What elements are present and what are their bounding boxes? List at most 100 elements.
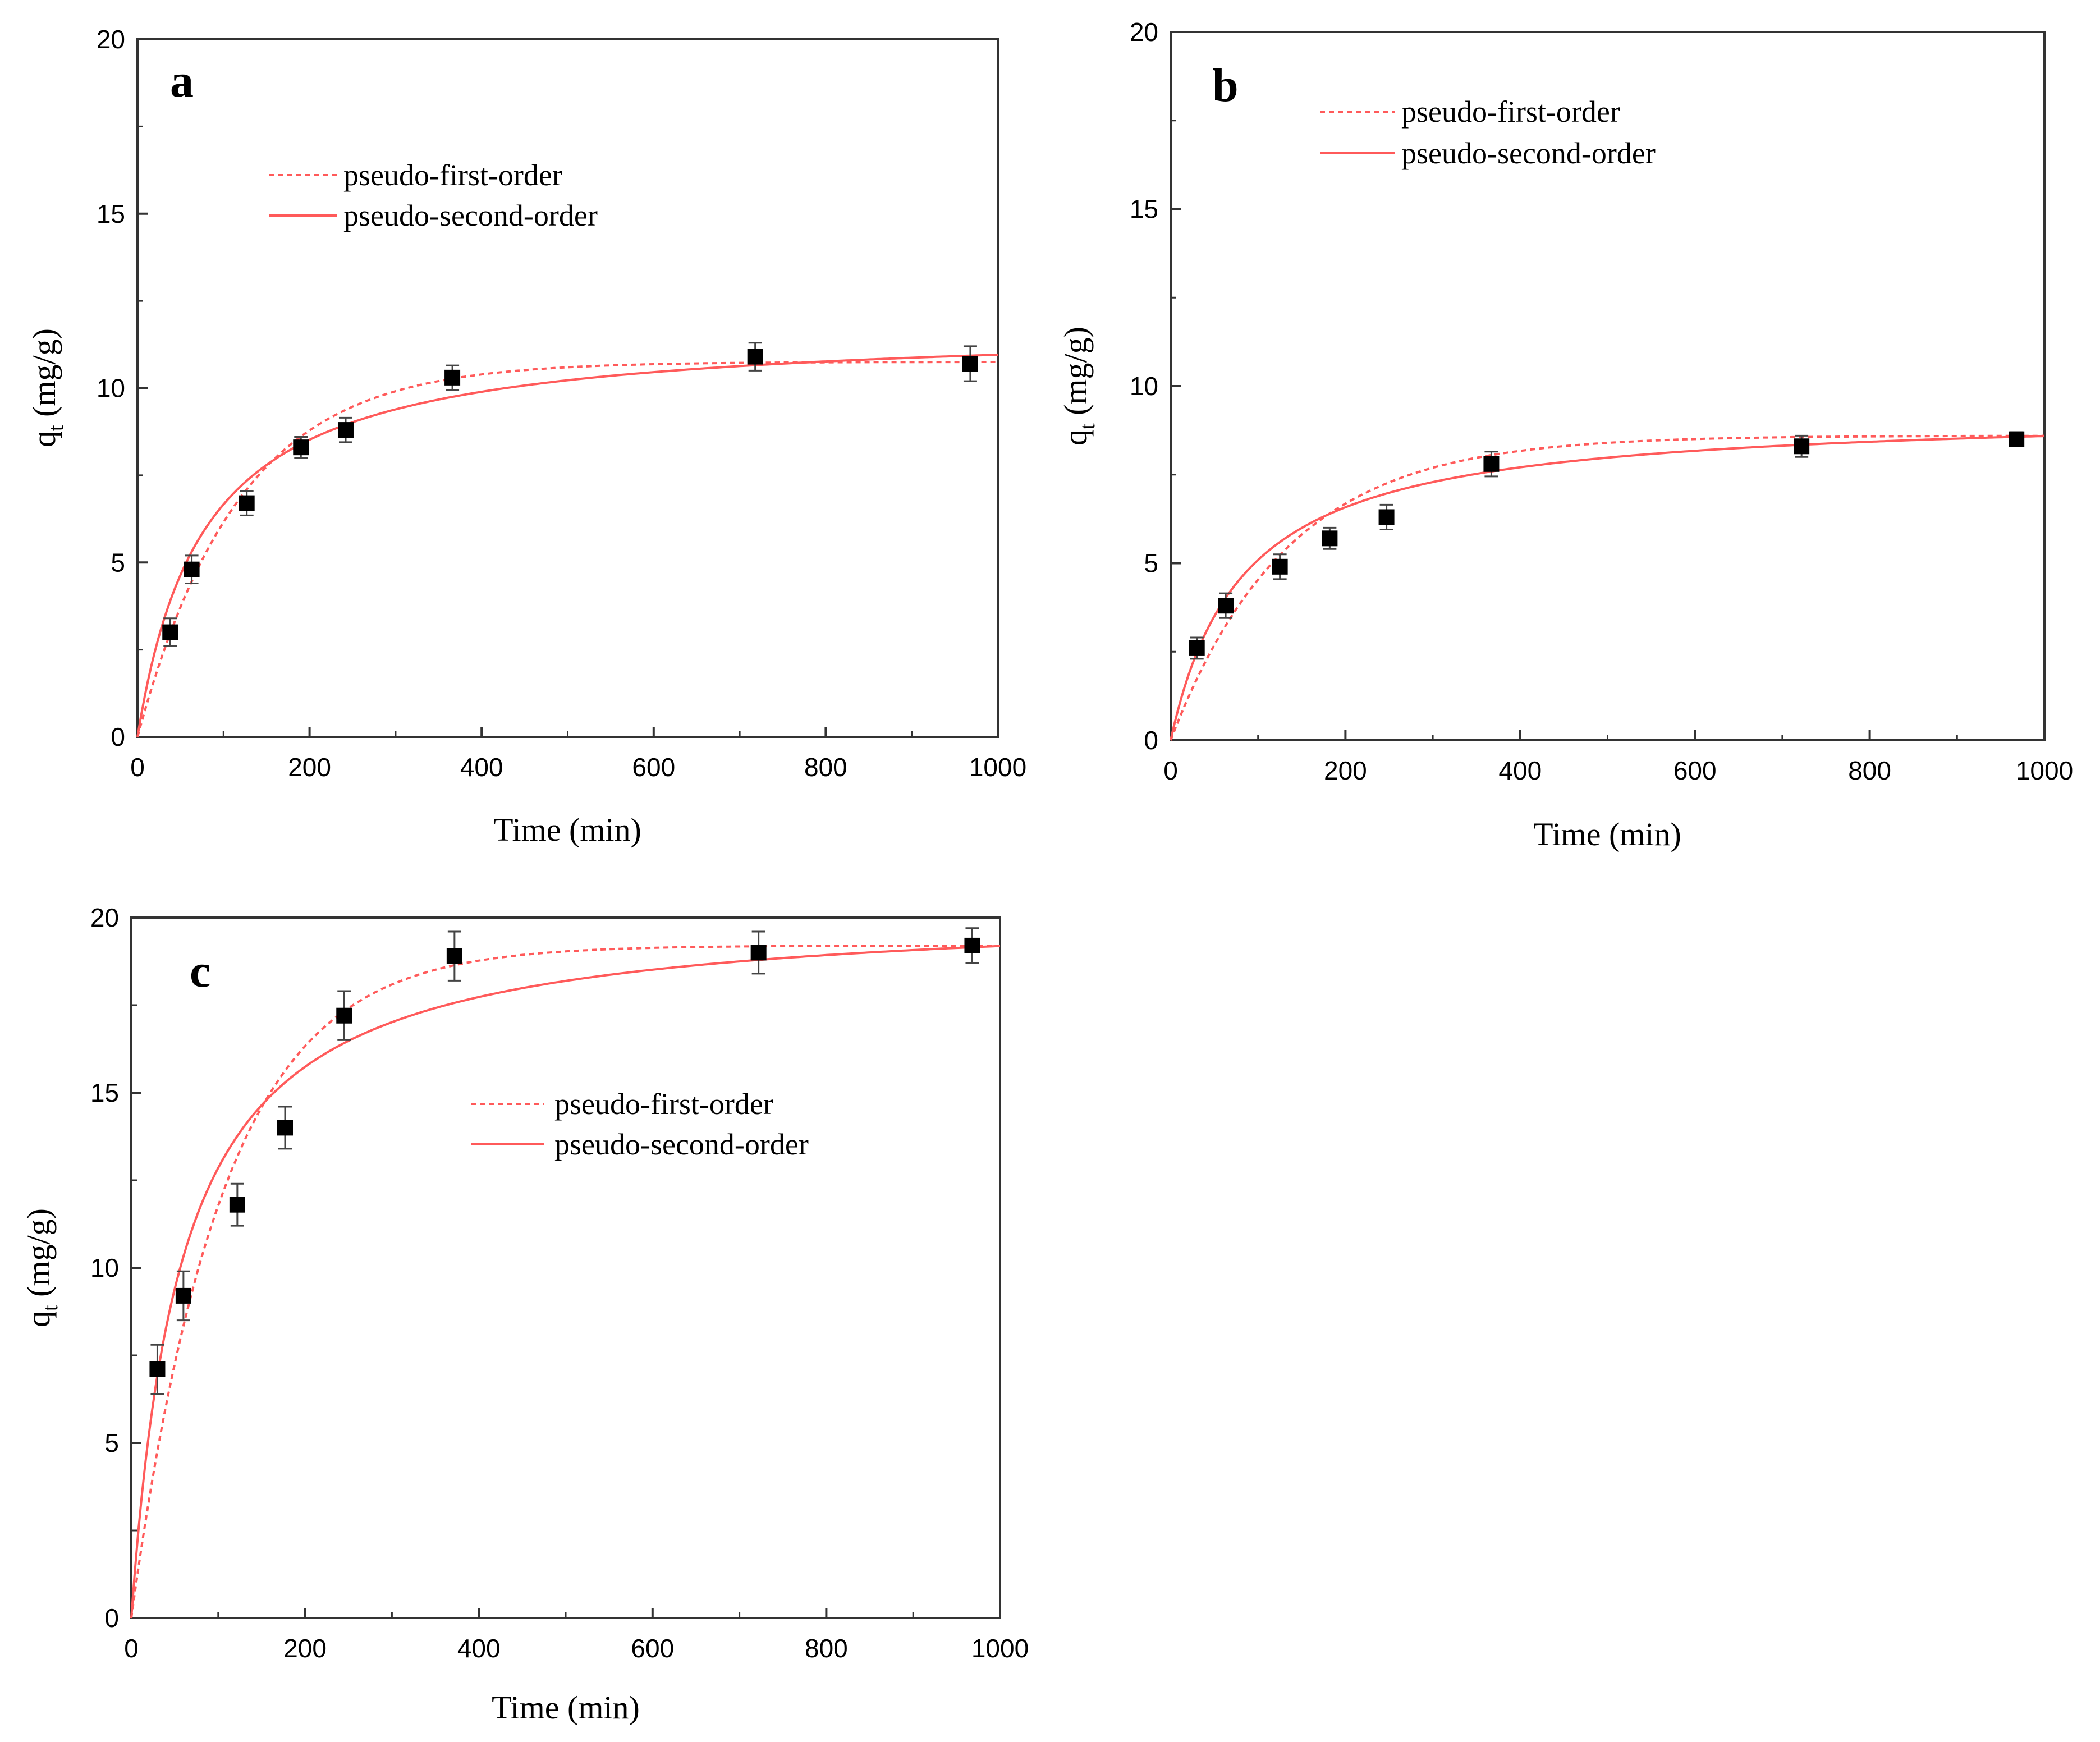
data-point-c-2 [229, 1197, 245, 1213]
legend-b: pseudo-first-order pseudo-second-order [1320, 95, 1656, 170]
x-tick-label-a-5: 1000 [969, 753, 1026, 782]
legend-label-second-order-c: pseudo-second-order [554, 1127, 809, 1161]
data-point-b-1 [1218, 598, 1234, 614]
legend-label-first-order-a: pseudo-first-order [343, 158, 562, 192]
x-axis-label-c: Time (min) [492, 1689, 640, 1726]
y-axis-label-main-c: q [20, 1311, 57, 1327]
x-tick-label-b-5: 1000 [2016, 756, 2073, 785]
data-point-b-2 [1272, 558, 1288, 575]
x-tick-label-b-1: 200 [1324, 756, 1367, 785]
y-tick-label-a-4: 20 [97, 25, 125, 54]
y-tick-label-a-2: 10 [97, 374, 125, 403]
y-axis-label-sub-c: t [39, 1305, 62, 1311]
x-tick-label-a-0: 0 [130, 753, 145, 782]
x-axis-label-a: Time (min) [493, 812, 641, 848]
data-point-c-7 [964, 937, 980, 953]
fit-curve-pseudo-first-order-a [136, 361, 998, 737]
data-point-a-3 [293, 439, 309, 456]
x-tick-label-c-1: 200 [283, 1634, 327, 1663]
data-point-c-5 [446, 948, 462, 964]
y-tick-label-a-0: 0 [111, 722, 125, 751]
x-tick-label-c-3: 600 [631, 1634, 674, 1663]
y-tick-label-b-4: 20 [1130, 17, 1158, 47]
x-tick-label-b-3: 600 [1673, 756, 1717, 785]
data-point-b-3 [1322, 530, 1338, 547]
y-tick-label-c-3: 15 [90, 1078, 119, 1107]
axis-ticks-c: 0 200 400 600 800 1000 0 5 10 15 20 [90, 903, 1029, 1663]
fit-curve-pseudo-second-order-b [1170, 435, 2045, 741]
x-tick-label-c-5: 1000 [971, 1634, 1029, 1663]
plot-frame-c [130, 916, 1001, 1619]
axis-ticks-a: 0 200 400 600 800 1000 0 5 10 15 20 [97, 25, 1026, 782]
fit-curves-c [130, 945, 1001, 1619]
y-axis-label-sub-a: t [44, 425, 68, 431]
data-point-a-2 [239, 495, 255, 511]
fit-curve-pseudo-first-order-c [130, 945, 1000, 1619]
y-tick-label-c-1: 5 [104, 1428, 119, 1457]
x-axis-label-b: Time (min) [1533, 816, 1681, 852]
data-points-b [1189, 431, 2025, 660]
legend-label-first-order-c: pseudo-first-order [554, 1087, 773, 1121]
data-point-c-1 [175, 1287, 191, 1304]
y-tick-label-c-2: 10 [90, 1253, 119, 1282]
data-point-c-0 [149, 1361, 166, 1377]
legend-label-second-order-b: pseudo-second-order [1401, 136, 1656, 170]
y-tick-label-b-0: 0 [1144, 726, 1158, 755]
y-tick-label-a-3: 15 [97, 199, 125, 228]
y-tick-label-b-3: 15 [1130, 195, 1158, 224]
fit-curve-pseudo-first-order-b [1170, 434, 2044, 741]
y-tick-label-c-0: 0 [104, 1603, 119, 1633]
x-tick-label-a-1: 200 [288, 753, 331, 782]
legend-c: pseudo-first-order pseudo-second-order [471, 1087, 809, 1161]
chart-panel-a: 0 200 400 600 800 1000 0 5 10 15 20 a pseudo-first… [26, 25, 1026, 848]
y-axis-label-c: qt (mg/g) [20, 1208, 62, 1327]
x-tick-label-c-0: 0 [124, 1634, 139, 1663]
x-tick-label-a-4: 800 [804, 753, 847, 782]
panel-letter-b: b [1212, 59, 1239, 112]
data-point-a-1 [184, 561, 200, 577]
y-tick-label-b-1: 5 [1144, 549, 1158, 578]
panel-letter-c: c [190, 945, 210, 997]
fit-curve-pseudo-second-order-a [136, 354, 998, 737]
data-point-a-5 [444, 369, 461, 386]
data-point-c-4 [336, 1007, 352, 1024]
data-point-b-4 [1378, 509, 1395, 525]
y-tick-label-b-2: 10 [1130, 372, 1158, 401]
y-tick-label-c-4: 20 [90, 903, 119, 932]
chart-panel-c: 0 200 400 600 800 1000 0 5 10 15 20 c pseudo-first… [20, 903, 1029, 1726]
chart-panel-b: 0 200 400 600 800 1000 0 5 10 15 20 b pseudo-first… [1057, 17, 2073, 852]
fit-curves-b [1170, 434, 2045, 741]
x-tick-label-b-0: 0 [1163, 756, 1178, 785]
y-axis-label-unit-b: (mg/g) [1057, 327, 1094, 423]
legend-label-second-order-a: pseudo-second-order [343, 199, 598, 232]
y-axis-label-main-b: q [1057, 429, 1094, 446]
data-point-c-3 [277, 1120, 293, 1136]
legend-label-first-order-b: pseudo-first-order [1401, 95, 1620, 129]
x-tick-label-c-2: 400 [457, 1634, 501, 1663]
data-point-a-0 [162, 624, 178, 640]
y-axis-label-sub-b: t [1076, 423, 1099, 429]
axis-ticks-b: 0 200 400 600 800 1000 0 5 10 15 20 [1130, 17, 2073, 785]
y-axis-label-main-a: q [26, 431, 62, 447]
plot-frame-a [136, 38, 999, 738]
data-points-a [162, 342, 978, 647]
y-axis-label-unit-a: (mg/g) [26, 328, 62, 425]
y-tick-label-a-1: 5 [111, 548, 125, 577]
data-point-b-6 [1794, 438, 1810, 455]
data-point-b-5 [1483, 456, 1500, 472]
fit-curve-pseudo-second-order-c [130, 945, 1001, 1619]
y-axis-label-a: qt (mg/g) [26, 328, 68, 447]
fit-curves-a [136, 354, 998, 737]
data-points-c [149, 927, 980, 1395]
legend-a: pseudo-first-order pseudo-second-order [269, 158, 598, 232]
y-axis-label-unit-c: (mg/g) [20, 1208, 57, 1305]
x-tick-label-b-4: 800 [1848, 756, 1891, 785]
x-tick-label-a-3: 600 [632, 753, 675, 782]
data-point-c-6 [750, 945, 767, 961]
data-point-a-4 [337, 422, 354, 438]
x-tick-label-c-4: 800 [805, 1634, 848, 1663]
data-point-b-0 [1189, 640, 1205, 656]
panel-letter-a: a [170, 55, 194, 107]
data-point-a-7 [962, 355, 978, 372]
